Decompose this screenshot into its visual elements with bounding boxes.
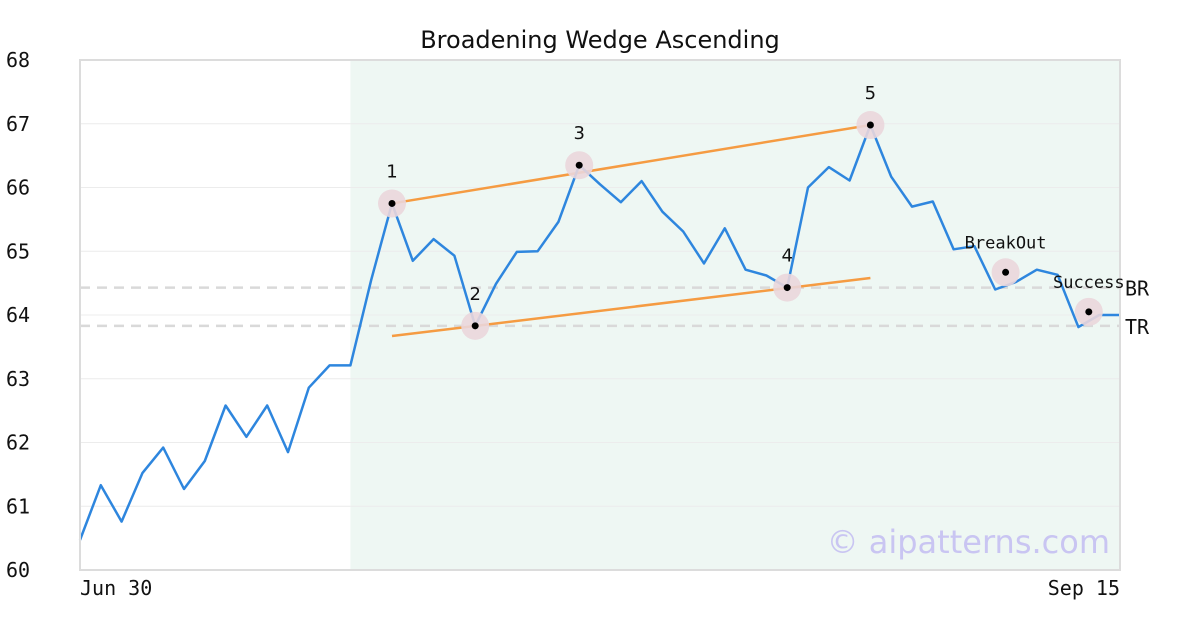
- pattern-point-label: 1: [386, 161, 397, 182]
- y-tick-label: 63: [6, 367, 30, 391]
- y-tick-label: 61: [6, 494, 30, 518]
- y-tick-label: 68: [6, 48, 30, 72]
- price-series-line: [78, 123, 1120, 541]
- trendline-upper: [391, 123, 871, 205]
- level-label-br: BR: [1125, 277, 1150, 301]
- annotation-label-breakout: BreakOut: [965, 233, 1047, 253]
- y-tick-label: 60: [6, 558, 30, 582]
- annotation-breakout-dot: [1002, 268, 1010, 276]
- annotation-label-success: Success: [1053, 273, 1125, 293]
- pattern-point-5-dot: [866, 121, 874, 129]
- y-tick-label: 67: [6, 112, 30, 136]
- annotation-success-dot: [1085, 308, 1093, 316]
- chart-title: Broadening Wedge Ascending: [420, 26, 780, 54]
- y-tick-label: 62: [6, 431, 30, 455]
- pattern-point-label: 4: [781, 246, 792, 267]
- pattern-point-2-dot: [471, 322, 479, 330]
- y-tick-label: 64: [6, 303, 30, 327]
- watermark: © aipatterns.com: [827, 523, 1110, 561]
- pattern-point-label: 3: [573, 123, 584, 144]
- level-label-tr: TR: [1125, 315, 1150, 339]
- x-tick-label: Jun 30: [80, 576, 152, 600]
- pattern-point-label: 2: [469, 284, 480, 305]
- pattern-point-1-dot: [388, 199, 396, 207]
- pattern-point-label: 5: [865, 83, 876, 104]
- pattern-point-4-dot: [783, 284, 791, 292]
- x-tick-label: Sep 15: [1048, 576, 1120, 600]
- plot-frame: [79, 59, 1121, 571]
- pattern-point-3-dot: [575, 161, 583, 169]
- y-tick-label: 66: [6, 176, 30, 200]
- y-tick-label: 65: [6, 239, 30, 263]
